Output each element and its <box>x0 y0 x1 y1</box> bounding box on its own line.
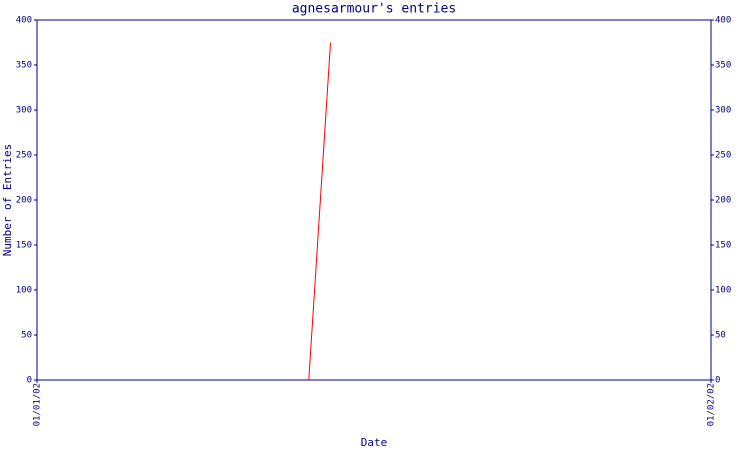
y2-tick-label: 200 <box>715 196 731 206</box>
y-tick-label: 300 <box>16 106 32 116</box>
y-tick-label: 400 <box>16 16 32 26</box>
y-tick-label: 350 <box>16 61 32 71</box>
data-line <box>308 42 332 381</box>
y2-tick-label: 250 <box>715 151 731 161</box>
y-axis-label: Number of Entries <box>1 144 14 257</box>
y2-tick-label: 50 <box>715 331 726 341</box>
y-tick-label: 0 <box>27 376 32 386</box>
y-tick-label: 250 <box>16 151 32 161</box>
y2-tick-label: 400 <box>715 16 731 26</box>
y2-tick-label: 300 <box>715 106 731 116</box>
y-tick-label: 100 <box>16 286 32 296</box>
y2-tick-label: 100 <box>715 286 731 296</box>
y-tick-label: 50 <box>21 331 32 341</box>
chart-title: agnesarmour's entries <box>292 2 456 17</box>
x-tick-label: 01/01/02 <box>33 383 43 426</box>
x-axis-label: Date <box>361 436 388 449</box>
y2-tick-label: 350 <box>715 61 731 71</box>
y2-tick-label: 150 <box>715 241 731 251</box>
y-tick-label: 200 <box>16 196 32 206</box>
y2-tick-label: 0 <box>715 376 720 386</box>
y-tick-label: 150 <box>16 241 32 251</box>
plot-frame <box>36 19 712 381</box>
x-tick-label: 01/02/02 <box>707 383 717 426</box>
